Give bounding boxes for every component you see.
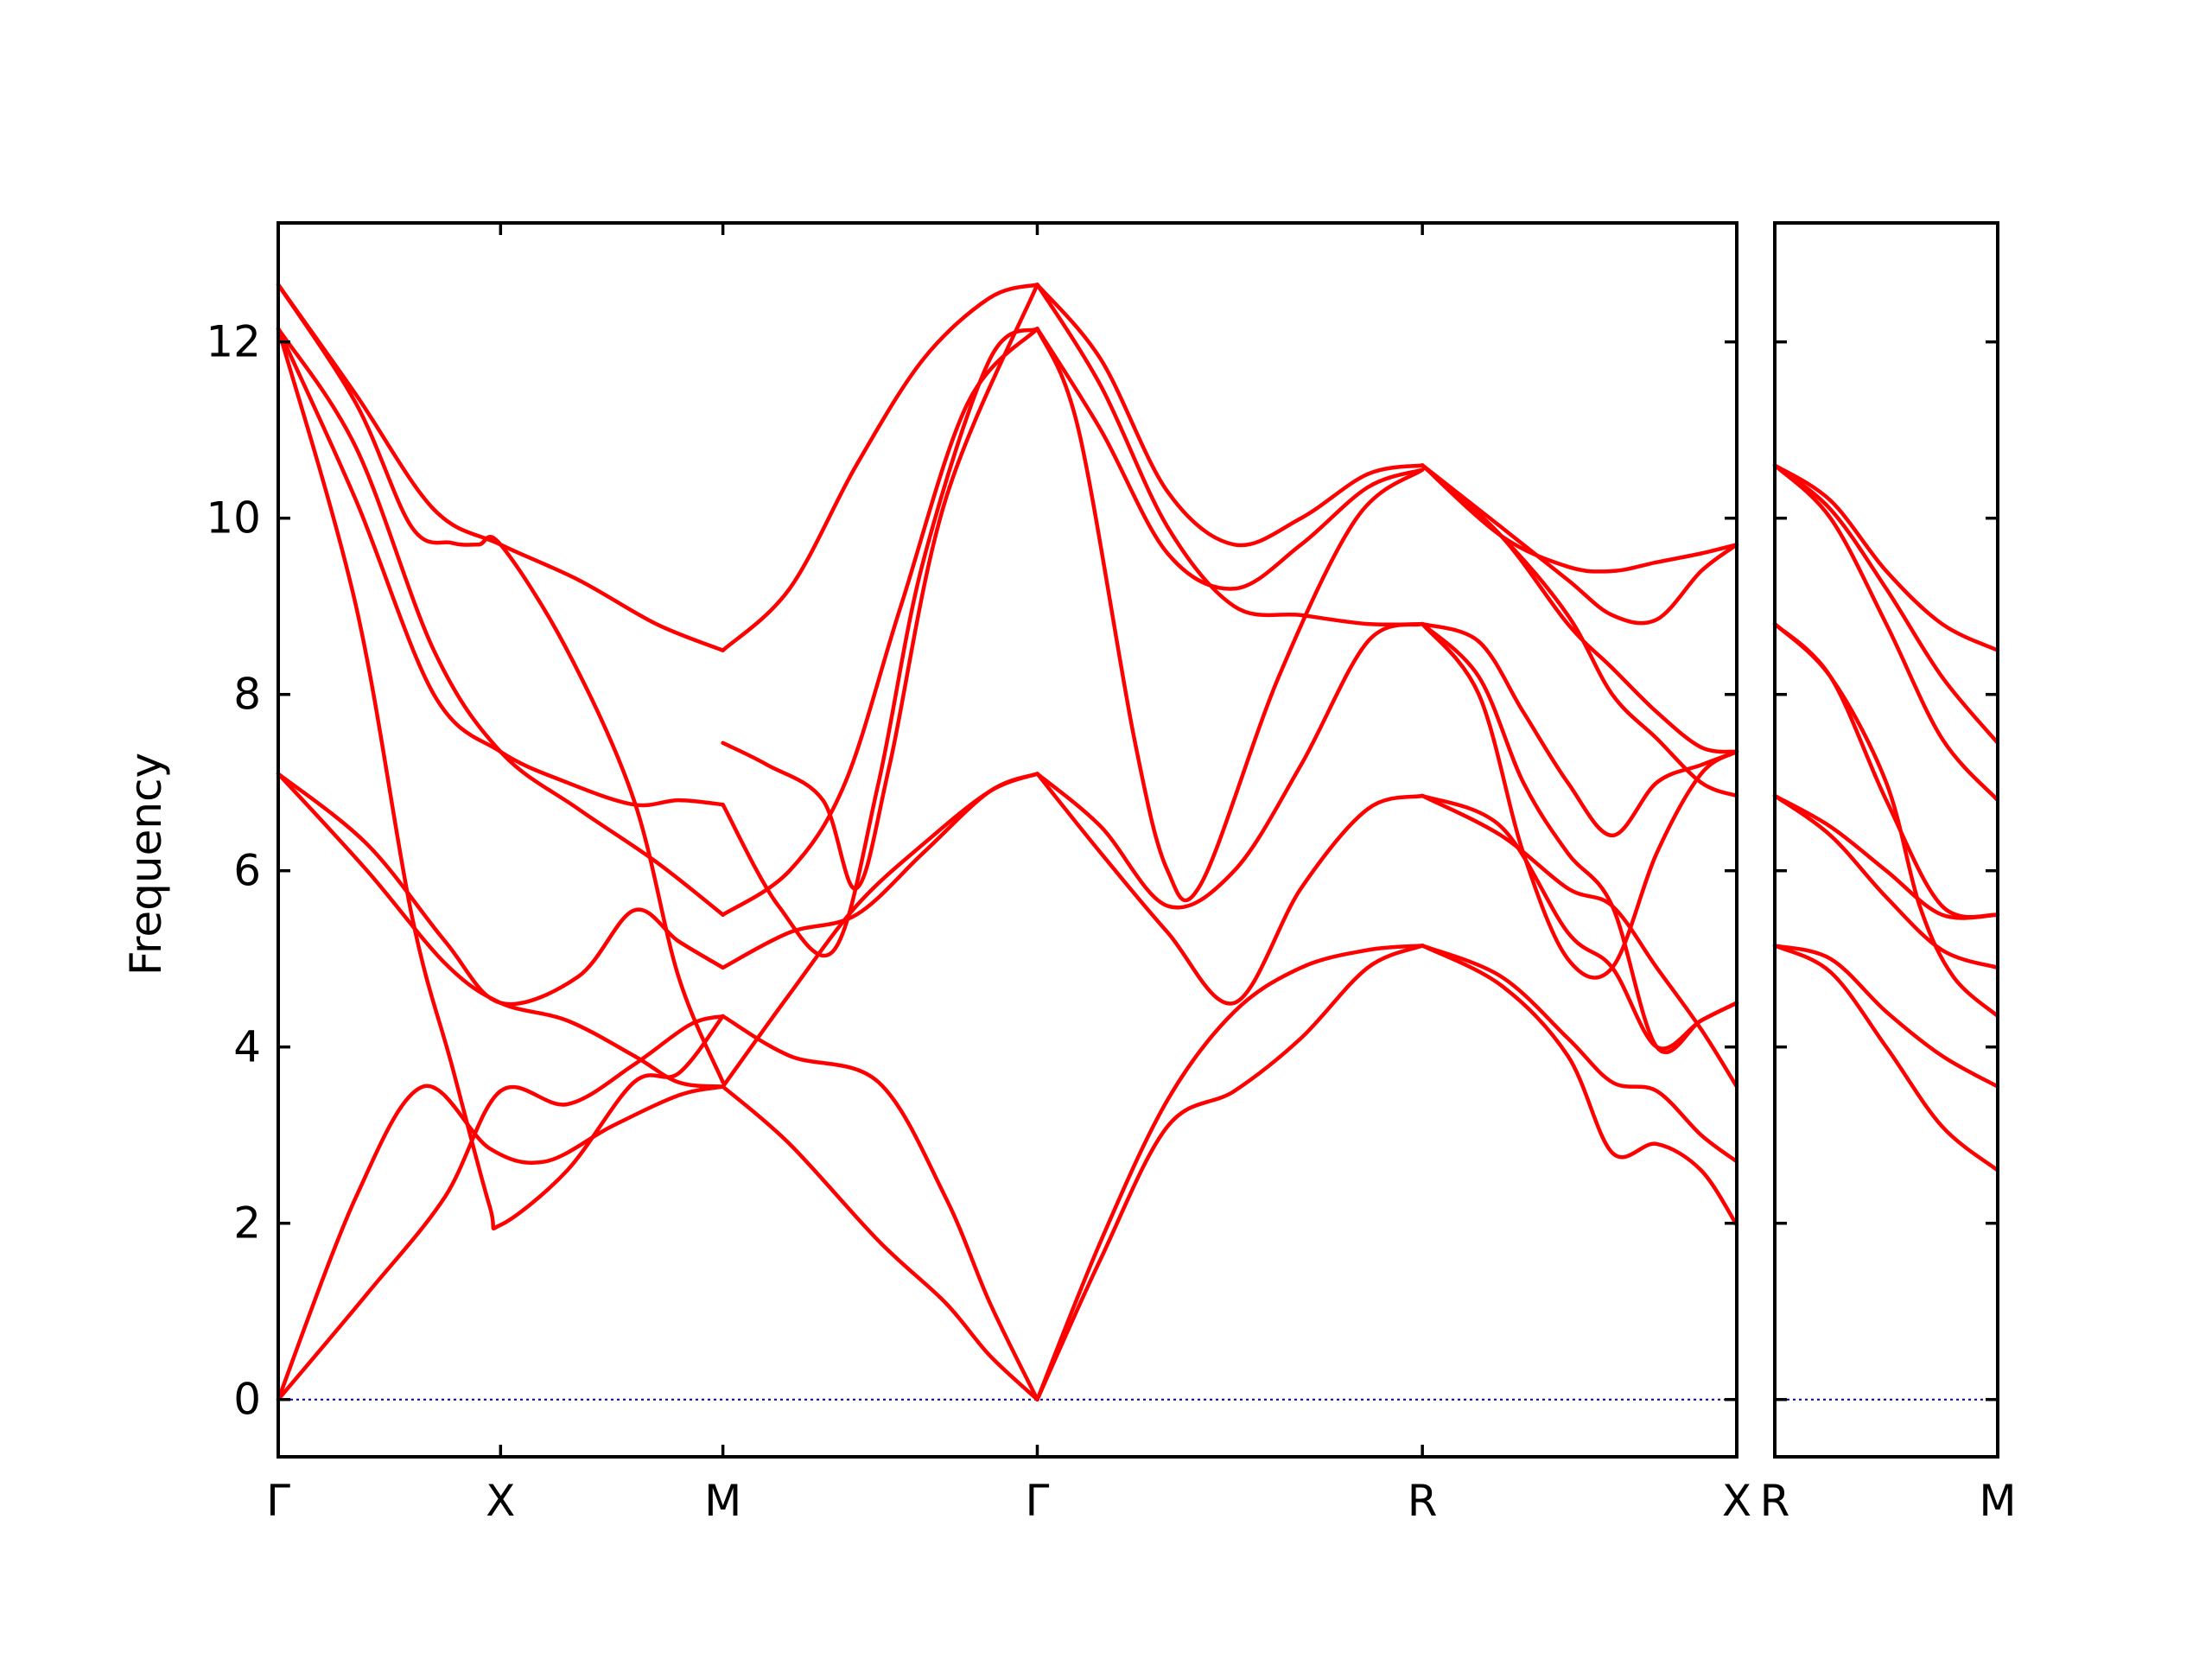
band-line-6: [276, 327, 725, 808]
band-line-23: [1035, 327, 1425, 591]
band-line-10: [721, 1084, 1039, 1402]
plot-frame: [1773, 221, 1999, 1459]
y-tick-label: 0: [233, 1375, 261, 1425]
band-line-3: [1772, 793, 2000, 970]
band-line-32: [1420, 621, 1739, 838]
y-tick-label: 12: [206, 317, 261, 367]
x-tick-label: X: [1722, 1476, 1751, 1526]
x-tick-label: R: [1760, 1476, 1790, 1526]
band-line-22: [1035, 327, 1425, 903]
x-tick-label: Γ: [266, 1476, 290, 1526]
band-line-34: [1420, 463, 1739, 626]
band-line-13: [721, 772, 1039, 1089]
band-line-18: [1035, 944, 1425, 1402]
band-line-35: [1420, 463, 1739, 574]
band-line-21: [1035, 621, 1425, 910]
band-panel-main: 0 2 4 6 8 10 12 Γ X M Γ R X: [206, 221, 1751, 1526]
x-tick-label: M: [1979, 1476, 2016, 1526]
band-line-20: [1035, 772, 1425, 1006]
x-tick-label: X: [486, 1476, 515, 1526]
band-line-25: [1035, 283, 1425, 548]
band-line-5: [276, 327, 725, 1230]
band-line-19: [1035, 944, 1425, 1402]
band-line-30: [1420, 621, 1739, 980]
band-line-9: [276, 283, 725, 1084]
y-tick-label: 6: [233, 846, 261, 896]
band-line-2: [1772, 944, 2000, 1089]
y-tick-label: 10: [206, 493, 261, 543]
band-line-4: [1772, 793, 2000, 920]
band-line-17: [721, 283, 1039, 652]
x-tick-label: M: [704, 1476, 741, 1526]
y-tick-label: 2: [233, 1198, 261, 1249]
band-line-1: [276, 1084, 725, 1402]
band-line-15: [721, 327, 1039, 917]
band-line-16: [721, 283, 1039, 891]
band-line-36: [1420, 463, 1739, 798]
band-line-27: [1420, 944, 1739, 1227]
band-line-7: [1772, 463, 2000, 803]
band-line-29: [1420, 793, 1739, 1089]
band-line-3: [276, 772, 725, 1089]
band-line-31: [1420, 621, 1739, 1054]
y-tick-label: 8: [233, 670, 261, 720]
y-axis-label: Frequency: [121, 753, 171, 976]
band-line-6: [1772, 621, 2000, 1019]
band-line-24: [1035, 283, 1425, 627]
plot-frame: [276, 221, 1738, 1459]
band-line-1: [1772, 944, 2000, 1173]
band-line-9: [1772, 463, 2000, 652]
band-line-8: [276, 283, 725, 652]
band-line-4: [276, 772, 725, 1007]
x-tick-label: Γ: [1026, 1476, 1050, 1526]
band-line-26: [1420, 944, 1739, 1164]
x-tick-label: R: [1408, 1476, 1438, 1526]
band-line-8: [1772, 463, 2000, 746]
y-tick-label: 4: [233, 1022, 261, 1072]
band-line-2: [276, 1014, 725, 1402]
band-line-11: [721, 1014, 1039, 1402]
